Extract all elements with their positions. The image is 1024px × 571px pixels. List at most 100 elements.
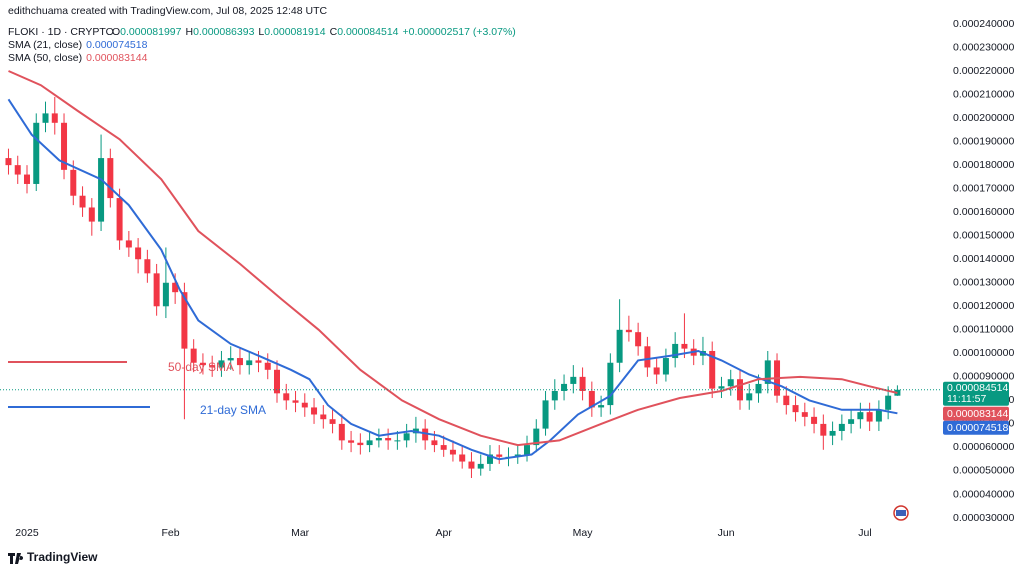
- candle-body: [264, 362, 271, 370]
- ohlc-value: 0.000086393: [193, 26, 254, 38]
- price-tag-countdown: 11:11:57: [947, 393, 986, 405]
- candle-body: [153, 273, 160, 307]
- x-tick-label: Jun: [718, 527, 735, 539]
- y-tick-label: 0.000110000: [953, 324, 1014, 336]
- candle-body: [746, 393, 753, 401]
- candle-body: [588, 390, 595, 408]
- candle-body: [727, 379, 734, 387]
- candle-body: [524, 445, 531, 455]
- y-tick-label: 0.000100000: [953, 347, 1014, 359]
- candle-body: [811, 416, 818, 424]
- candle-body: [561, 383, 568, 391]
- candle-body: [801, 412, 808, 417]
- event-icon: [893, 505, 909, 521]
- candle-body: [838, 423, 845, 431]
- y-tick-label: 0.000150000: [953, 229, 1014, 241]
- candle-body: [653, 367, 660, 375]
- candle-body: [385, 438, 392, 441]
- candle-body: [23, 174, 30, 184]
- candle-body: [162, 282, 169, 307]
- x-tick-label: 2025: [15, 527, 39, 539]
- candle-body: [42, 113, 49, 123]
- candle-body: [875, 409, 882, 422]
- ohlc-value: 0.000081997: [120, 26, 181, 38]
- candle-body: [820, 423, 827, 436]
- y-tick-label: 0.000220000: [953, 65, 1014, 77]
- candle-body: [635, 332, 642, 347]
- sma-tag-value: 0.000074518: [947, 422, 1008, 434]
- candle-body: [607, 362, 614, 406]
- x-tick-label: Feb: [161, 527, 179, 539]
- brand: TradingView: [27, 550, 98, 564]
- x-tick-label: Mar: [291, 527, 310, 539]
- candle-body: [14, 165, 21, 175]
- y-tick-label: 0.000210000: [953, 88, 1014, 100]
- ohlc-key: O: [112, 26, 120, 38]
- y-tick-label: 0.000030000: [953, 512, 1014, 524]
- candle-body: [255, 360, 262, 363]
- y-tick-label: 0.000130000: [953, 277, 1014, 289]
- candle-body: [579, 376, 586, 391]
- sma-value: 0.000083144: [86, 52, 147, 64]
- candle-body: [79, 195, 86, 208]
- annotation-text: 21-day SMA: [200, 403, 266, 417]
- candle-body: [236, 358, 243, 366]
- candle-body: [107, 158, 114, 199]
- price-tag: [943, 381, 1009, 406]
- candle-body: [598, 405, 605, 408]
- sma-tag: [943, 420, 1009, 435]
- candle-body: [736, 379, 743, 401]
- y-tick-label: 0.000230000: [953, 41, 1014, 53]
- annotation-text: 50-day SMA: [168, 360, 234, 374]
- candle-body: [320, 414, 327, 420]
- y-tick-label: 0.000050000: [953, 465, 1014, 477]
- y-tick-label: 0.000200000: [953, 112, 1014, 124]
- y-tick-label: 0.000180000: [953, 159, 1014, 171]
- candle-body: [570, 376, 577, 384]
- candle-body: [431, 440, 438, 446]
- candle-body: [283, 393, 290, 401]
- change: +0.000002517 (+3.07%): [403, 26, 516, 38]
- candle-body: [51, 113, 58, 123]
- candle-body: [172, 282, 179, 293]
- candle-body: [329, 419, 336, 424]
- candle-body: [857, 412, 864, 420]
- sma-tag: [943, 406, 1009, 421]
- candle-body: [366, 440, 373, 446]
- candle-body: [33, 122, 40, 184]
- candle-body: [311, 407, 318, 415]
- candle-body: [477, 463, 484, 469]
- ohlc-legend: O0.000081997 H0.000086393 L0.000081914 C0.0…: [112, 26, 516, 38]
- y-tick-label: 0.000140000: [953, 253, 1014, 265]
- candle-body: [144, 259, 151, 274]
- ohlc-value: 0.000081914: [264, 26, 325, 38]
- y-tick-label: 0.000090000: [953, 371, 1014, 383]
- y-tick-label: 0.000060000: [953, 441, 1014, 453]
- candle-body: [885, 395, 892, 410]
- candle-body: [644, 346, 651, 368]
- x-tick-label: Apr: [436, 527, 453, 539]
- candle-body: [394, 440, 401, 442]
- candle-body: [496, 454, 503, 457]
- candle-body: [551, 390, 558, 401]
- candle-body: [338, 423, 345, 441]
- candle-body: [88, 207, 95, 222]
- candle-body: [422, 428, 429, 441]
- sma-line: [7, 98, 898, 461]
- creator-note: edithchuama created with TradingView.com…: [8, 5, 327, 17]
- candle-body: [190, 348, 197, 363]
- candle-body: [5, 158, 12, 166]
- candle-body: [681, 343, 688, 349]
- candle-body: [533, 428, 540, 446]
- sma-tag-value: 0.000083144: [947, 408, 1008, 420]
- candle-body: [246, 360, 253, 366]
- candle-body: [662, 358, 669, 375]
- price-tag-value: 0.000084514: [947, 382, 1008, 394]
- sma-name: SMA (50, close): [8, 52, 82, 64]
- symbol: FLOKI · 1D · CRYPTO: [8, 26, 114, 38]
- candle-body: [449, 449, 456, 455]
- candle-body: [116, 198, 123, 241]
- candle-body: [357, 442, 364, 446]
- x-tick-label: May: [573, 527, 594, 539]
